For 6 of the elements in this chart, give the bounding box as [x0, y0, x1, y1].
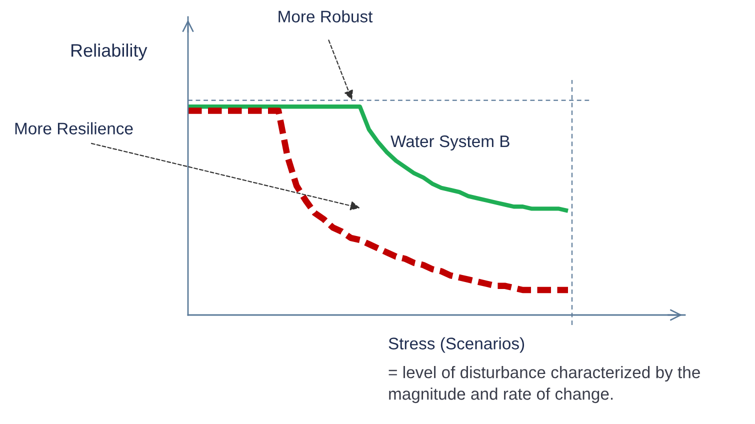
text: = level of disturbance characterized by the magnitude and rate of change.: [388, 366, 700, 404]
y-axis-title: Reliability: [71, 44, 148, 60]
series-label: Water System B: [390, 135, 510, 151]
text: More Robust: [278, 10, 373, 22]
text: More Resilience: [15, 122, 133, 134]
x-axis-title: Stress (Scenarios): [388, 337, 524, 353]
